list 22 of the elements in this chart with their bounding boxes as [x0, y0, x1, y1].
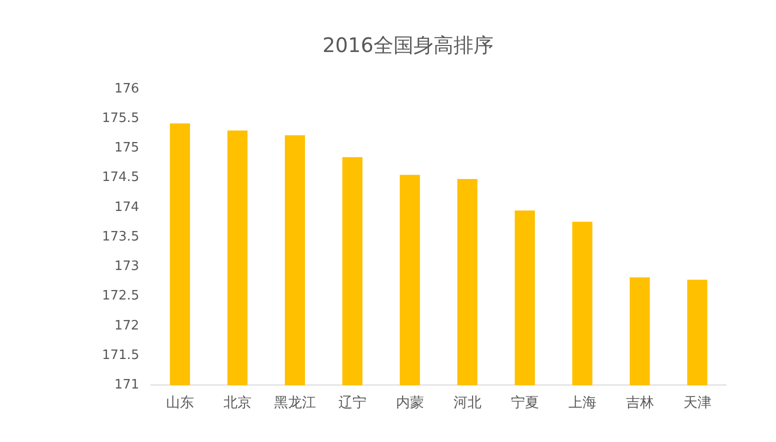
x-tick-label: 上海 — [568, 395, 596, 412]
y-tick-label: 171 — [114, 378, 140, 393]
y-tick-label: 175.5 — [102, 110, 140, 126]
x-tick-label: 山东 — [166, 395, 194, 412]
x-tick-label: 辽宁 — [338, 395, 366, 412]
x-tick-label: 北京 — [223, 395, 252, 412]
y-tick-label: 176 — [114, 81, 140, 96]
y-tick-label: 172.5 — [102, 288, 140, 304]
chart-title: 2016全国身高排序 — [322, 33, 494, 58]
x-tick-label: 河北 — [453, 395, 482, 412]
y-tick-label: 172 — [114, 318, 140, 334]
x-tick-label: 天津 — [683, 395, 712, 412]
y-tick-label: 174.5 — [102, 170, 140, 186]
x-tick-label: 宁夏 — [510, 395, 539, 412]
x-tick-label: 吉林 — [626, 395, 654, 412]
x-tick-label: 内蒙 — [396, 395, 424, 412]
y-tick-label: 171.5 — [102, 348, 140, 363]
y-tick-label: 175 — [114, 140, 140, 156]
y-tick-label: 173.5 — [102, 229, 140, 244]
y-tick-label: 174 — [114, 200, 140, 215]
y-tick-label: 173 — [114, 259, 140, 274]
x-tick-label: 黑龙江 — [274, 395, 316, 412]
